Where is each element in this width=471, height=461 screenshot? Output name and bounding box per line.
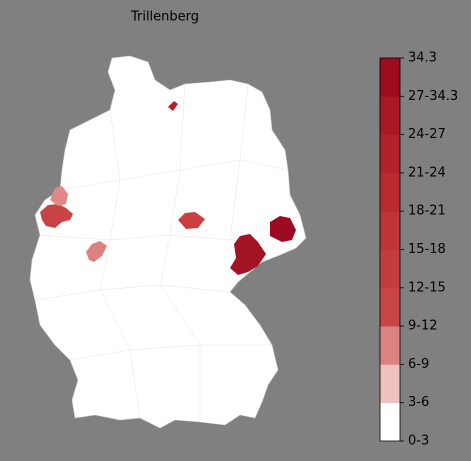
colorbar-segment bbox=[380, 172, 400, 212]
colorbar-label: 9-12 bbox=[408, 319, 438, 334]
district-borders bbox=[34, 83, 301, 422]
region bbox=[40, 204, 73, 228]
colorbar-label: 24-27 bbox=[408, 127, 446, 142]
colorbar-segment bbox=[380, 402, 400, 442]
region bbox=[270, 216, 296, 242]
region bbox=[50, 186, 68, 206]
colorbar-segment bbox=[380, 211, 400, 250]
colorbar-label: 27-34.3 bbox=[408, 89, 458, 104]
colorbar-label: 12-15 bbox=[408, 280, 446, 295]
colorbar: 0-3 3-6 6-9 9-12 12-15 15-18 18-21 21-24 24-27 27… bbox=[379, 51, 458, 449]
country-outline bbox=[29, 55, 307, 429]
colorbar-segment bbox=[380, 364, 400, 403]
colorbar-segment bbox=[380, 96, 400, 135]
region bbox=[86, 241, 107, 262]
colorbar-label: 21-24 bbox=[408, 165, 446, 180]
colorbar-segment bbox=[380, 287, 400, 327]
colorbar-segment bbox=[380, 249, 400, 289]
colorbar-label: 34.3 bbox=[408, 51, 437, 66]
colorbar-segment bbox=[380, 326, 400, 365]
germany-map bbox=[29, 55, 307, 429]
region bbox=[168, 101, 178, 111]
colorbar-segment bbox=[380, 58, 400, 97]
colorbar-label: 15-18 bbox=[408, 242, 446, 257]
map-title: Trillenberg bbox=[130, 10, 199, 25]
region bbox=[230, 234, 266, 275]
colorbar-segment bbox=[380, 134, 400, 174]
colorbar-label: 0-3 bbox=[408, 434, 429, 449]
region bbox=[178, 212, 205, 229]
colorbar-label: 18-21 bbox=[408, 204, 446, 219]
colorbar-label: 6-9 bbox=[408, 357, 429, 372]
colorbar-label: 3-6 bbox=[408, 395, 429, 410]
